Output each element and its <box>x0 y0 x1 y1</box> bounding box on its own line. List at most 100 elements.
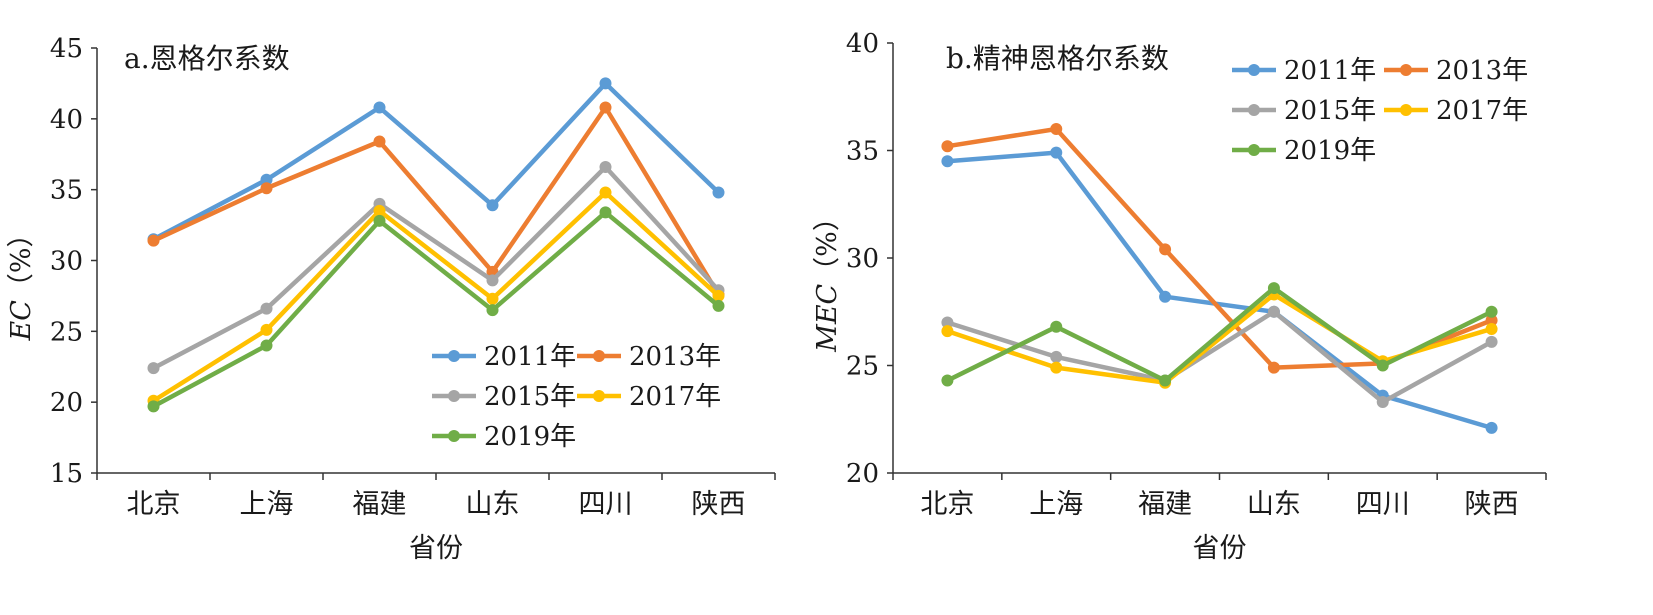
legend-item: 2017年 <box>1384 96 1528 126</box>
legend: 2011年 2013年 2015年 2017年 2019年 <box>1232 56 1528 166</box>
y-tick-label: 40 <box>846 29 879 59</box>
legend-item: 2011年 <box>1232 56 1376 86</box>
data-point <box>1050 350 1063 363</box>
series-2019年 <box>941 282 1498 387</box>
data-point <box>599 101 612 114</box>
x-tick-label: 四川 <box>1356 489 1410 520</box>
y-tick-label: 35 <box>50 176 83 206</box>
data-point <box>941 155 954 168</box>
data-point <box>712 186 725 199</box>
y-axis-title: EC（%） <box>6 220 37 341</box>
data-point <box>260 323 273 336</box>
y-tick-label: 25 <box>50 317 83 347</box>
x-tick-label: 福建 <box>1138 489 1192 520</box>
panel-title: a.恩格尔系数 <box>124 42 290 75</box>
series-2017年 <box>147 186 725 407</box>
legend-item: 2013年 <box>577 342 721 372</box>
data-point <box>712 299 725 312</box>
y-axis-title-unit: （%） <box>812 204 843 284</box>
data-point <box>1267 305 1280 318</box>
data-point <box>941 374 954 387</box>
data-point <box>1376 396 1389 409</box>
data-point <box>147 362 160 375</box>
legend-swatch-marker <box>1400 64 1412 76</box>
y-tick-label: 25 <box>846 352 879 382</box>
data-point <box>373 135 386 148</box>
data-point <box>1159 290 1172 303</box>
legend-label: 2017年 <box>629 382 721 412</box>
data-point <box>1485 322 1498 335</box>
x-axis-title: 省份 <box>409 533 463 564</box>
legend-item: 2019年 <box>432 422 576 452</box>
data-point <box>147 234 160 247</box>
series-line <box>945 285 1494 383</box>
data-point <box>260 173 273 186</box>
y-axis-title: MEC（%） <box>812 204 843 353</box>
legend-swatch-marker <box>1248 64 1260 76</box>
x-tick-label: 山东 <box>466 489 520 520</box>
x-tick-label: 上海 <box>1029 489 1083 520</box>
data-point <box>599 77 612 90</box>
legend-label: 2015年 <box>1284 96 1376 126</box>
legend-swatch-marker <box>593 350 605 362</box>
y-tick-label: 20 <box>50 388 83 418</box>
data-point <box>1485 305 1498 318</box>
data-point <box>373 101 386 114</box>
series-2011年 <box>941 146 1498 434</box>
data-point <box>486 199 499 212</box>
legend-swatch-marker <box>1400 104 1412 116</box>
legend-label: 2019年 <box>1284 136 1376 166</box>
legend-label: 2013年 <box>1436 56 1528 86</box>
x-tick-label: 福建 <box>353 489 407 520</box>
data-point <box>486 292 499 305</box>
data-point <box>1267 282 1280 295</box>
legend-label: 2013年 <box>629 342 721 372</box>
data-point <box>260 182 273 195</box>
legend-item: 2017年 <box>577 382 721 412</box>
y-tick-label: 30 <box>846 244 879 274</box>
y-axis-title-main: EC <box>6 300 37 342</box>
data-point <box>486 274 499 287</box>
x-tick-label: 陕西 <box>692 489 746 520</box>
data-point <box>1485 421 1498 434</box>
data-point <box>1050 146 1063 159</box>
data-point <box>712 289 725 302</box>
y-tick-label: 20 <box>846 459 879 489</box>
series-line <box>151 164 721 371</box>
legend-item: 2011年 <box>432 342 576 372</box>
legend-label: 2011年 <box>484 342 576 372</box>
legend-swatch-marker <box>448 350 460 362</box>
x-tick-label: 上海 <box>240 489 294 520</box>
x-tick-label: 北京 <box>920 489 974 520</box>
y-tick-label: 35 <box>846 137 879 167</box>
legend-swatch-marker <box>1248 144 1260 156</box>
x-tick-label: 北京 <box>127 489 181 520</box>
y-tick-label: 15 <box>50 459 83 489</box>
data-point <box>599 206 612 219</box>
legend-swatch-marker <box>448 430 460 442</box>
data-point <box>260 302 273 315</box>
legend-swatch-marker <box>593 390 605 402</box>
data-point <box>486 304 499 317</box>
legend-label: 2019年 <box>484 422 576 452</box>
data-point <box>1376 359 1389 372</box>
data-point <box>941 140 954 153</box>
data-point <box>1267 361 1280 374</box>
data-point <box>599 186 612 199</box>
legend-item: 2013年 <box>1384 56 1528 86</box>
series-line <box>151 105 721 297</box>
legend-label: 2015年 <box>484 382 576 412</box>
legend-swatch-marker <box>1248 104 1260 116</box>
y-axis-title-main: MEC <box>812 283 843 352</box>
legend-item: 2019年 <box>1232 136 1376 166</box>
data-point <box>1159 374 1172 387</box>
y-tick-label: 45 <box>50 34 83 64</box>
data-point <box>941 325 954 338</box>
data-point <box>941 316 954 329</box>
legend: 2011年 2013年 2015年 2017年 2019年 <box>432 342 721 452</box>
series-2019年 <box>147 206 725 413</box>
